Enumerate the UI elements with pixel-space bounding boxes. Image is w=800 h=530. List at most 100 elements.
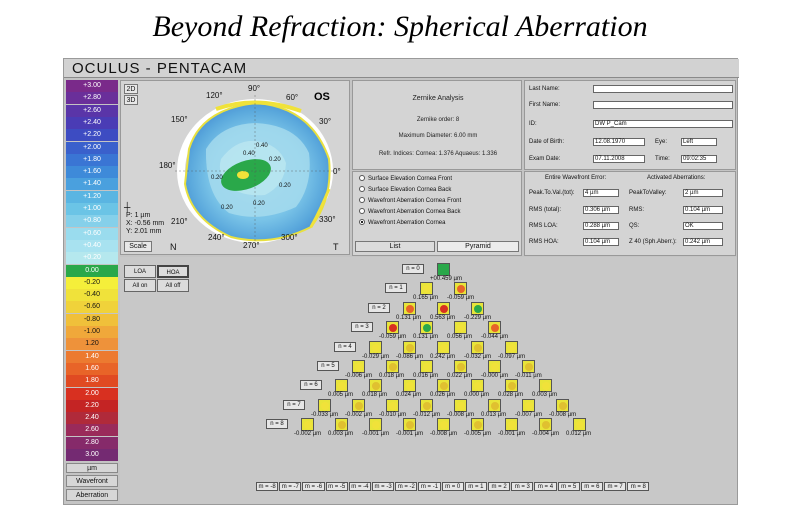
zernike-coefficient: -0.000 µm — [481, 373, 509, 379]
zernike-term-tile[interactable] — [420, 398, 433, 412]
frequency-label: m = 0 — [441, 482, 464, 491]
zernike-term-tile[interactable] — [369, 340, 382, 354]
scale-step: -0.40 — [66, 289, 118, 302]
radio-wavefront-cornea[interactable]: Wavefront Aberration Cornea — [359, 219, 445, 228]
last-name-field[interactable] — [593, 85, 733, 93]
radio-wavefront-front[interactable]: Wavefront Aberration Cornea Front — [359, 197, 461, 206]
zernike-term-tile[interactable] — [369, 379, 382, 393]
zernike-term-pattern — [406, 343, 414, 352]
tab-list[interactable]: List — [355, 241, 435, 252]
zernike-term-tile[interactable] — [386, 360, 399, 373]
zernike-term-tile[interactable] — [301, 418, 314, 432]
zernike-term-tile[interactable] — [454, 360, 467, 373]
frequency-label: m = -3 — [372, 482, 395, 491]
zernike-term-tile[interactable] — [471, 418, 484, 432]
radio-surface-front[interactable]: Surface Elevation Cornea Front — [359, 175, 452, 184]
eye-field[interactable]: Left — [681, 138, 717, 146]
radio-wavefront-back[interactable]: Wavefront Aberration Cornea Back — [359, 208, 461, 217]
zernike-term-pattern — [440, 343, 448, 352]
radio-surface-back[interactable]: Surface Elevation Cornea Back — [359, 186, 451, 195]
zernike-term-tile[interactable] — [386, 321, 399, 335]
axis-90-label: 90° — [248, 84, 261, 93]
first-name-field[interactable] — [593, 101, 733, 109]
scale-step: 0.00 — [66, 264, 118, 277]
crosshair-icon: ┼ — [124, 202, 131, 212]
zernike-term-tile[interactable] — [318, 398, 331, 412]
zernike-term-tile[interactable] — [437, 263, 450, 276]
zernike-term-tile[interactable] — [454, 282, 467, 296]
qs-field: OK — [683, 222, 723, 230]
wavefront-button[interactable]: Wavefront — [66, 475, 118, 488]
axis-180-label: 180° — [159, 161, 176, 170]
radio-dot[interactable] — [359, 197, 365, 203]
frequency-label: m = 6 — [580, 482, 603, 491]
dob-field[interactable]: 12.08.1970 — [593, 138, 645, 146]
zernike-coefficient: 0.028 µm — [498, 392, 524, 399]
zernike-term-tile[interactable] — [454, 321, 467, 335]
zernike-term-tile[interactable] — [420, 282, 433, 296]
radio-dot-selected[interactable] — [359, 219, 365, 225]
zernike-term-tile[interactable] — [488, 321, 501, 335]
scale-button[interactable]: Scale — [124, 241, 152, 252]
radio-dot[interactable] — [359, 175, 365, 181]
radio-dot[interactable] — [359, 186, 365, 192]
zernike-term-tile[interactable] — [505, 340, 518, 354]
zernike-term-tile[interactable] — [386, 398, 399, 412]
zernike-term-tile[interactable] — [437, 340, 450, 354]
time-field[interactable]: 09:02:35 — [681, 155, 717, 163]
zernike-term-tile[interactable] — [369, 418, 382, 432]
contour-label: 0.40 — [256, 143, 268, 149]
entire-error-header: Entire Wavefront Error: — [545, 175, 607, 181]
zernike-term-tile[interactable] — [335, 418, 348, 432]
view-3d-button[interactable]: 3D — [124, 95, 138, 105]
zernike-term-tile[interactable] — [522, 398, 535, 412]
all-off-button[interactable]: All off — [157, 279, 189, 292]
zernike-term-tile[interactable] — [437, 301, 450, 315]
view-2d-button[interactable]: 2D — [124, 84, 138, 94]
zernike-term-tile[interactable] — [539, 379, 552, 393]
all-on-button[interactable]: All on — [124, 279, 156, 292]
zernike-term-pattern — [525, 363, 533, 371]
wavefront-map[interactable]: 0.40 0.20 0.20 0.20 0.20 0.20 0.40 — [161, 89, 351, 249]
zernike-term-tile[interactable] — [403, 301, 416, 315]
zernike-term-tile[interactable] — [352, 398, 365, 412]
radio-dot[interactable] — [359, 208, 365, 214]
zernike-coefficient: -0.002 µm — [294, 431, 322, 438]
zernike-term-tile[interactable] — [522, 360, 535, 373]
zernike-term-tile[interactable] — [539, 418, 552, 432]
zernike-term-tile[interactable] — [556, 398, 569, 412]
zernike-term-tile[interactable] — [403, 418, 416, 432]
zernike-term-tile[interactable] — [403, 379, 416, 393]
zernike-term-pattern — [508, 421, 516, 430]
hoa-button[interactable]: HOA — [157, 265, 189, 278]
zernike-term-tile[interactable] — [505, 418, 518, 432]
zernike-term-tile[interactable] — [471, 301, 484, 315]
aberration-button[interactable]: Aberration — [66, 489, 118, 502]
axis-30-label: 30° — [319, 117, 332, 126]
zernike-term-tile[interactable] — [420, 360, 433, 373]
zernike-term-tile[interactable] — [488, 360, 501, 373]
zernike-term-tile[interactable] — [454, 398, 467, 412]
zernike-term-tile[interactable] — [437, 418, 450, 432]
zernike-term-tile[interactable] — [437, 379, 450, 393]
zernike-coefficient: -0.032 µm — [464, 353, 492, 360]
tab-pyramid[interactable]: Pyramid — [437, 241, 519, 252]
zernike-term-tile[interactable] — [335, 379, 348, 393]
zernike-pyramid: LOA HOA All on All off n = 0 +00.459 µm n … — [120, 257, 737, 504]
zernike-term-tile[interactable] — [505, 379, 518, 393]
zernike-term-tile[interactable] — [420, 321, 433, 335]
zernike-term-tile[interactable] — [471, 340, 484, 354]
zernike-term-tile[interactable] — [471, 379, 484, 393]
zernike-term-tile[interactable] — [403, 340, 416, 354]
zernike-term-tile[interactable] — [488, 398, 501, 412]
zernike-term-pattern — [423, 285, 431, 294]
id-field[interactable]: DW P_Cam — [593, 120, 733, 128]
pentacam-window: OCULUS - PENTACAM +3.00 +2.80 +2.60 +2.40 +2… — [63, 58, 739, 505]
zernike-coefficient: 0.131 µm — [413, 334, 439, 341]
zernike-term-tile[interactable] — [352, 360, 365, 373]
scale-step: +2.80 — [66, 92, 118, 105]
exam-date-field[interactable]: 07.11.2008 — [593, 155, 645, 163]
zernike-coefficient: -0.002 µm — [345, 411, 373, 418]
loa-button[interactable]: LOA — [124, 265, 156, 278]
zernike-term-tile[interactable] — [573, 418, 586, 432]
